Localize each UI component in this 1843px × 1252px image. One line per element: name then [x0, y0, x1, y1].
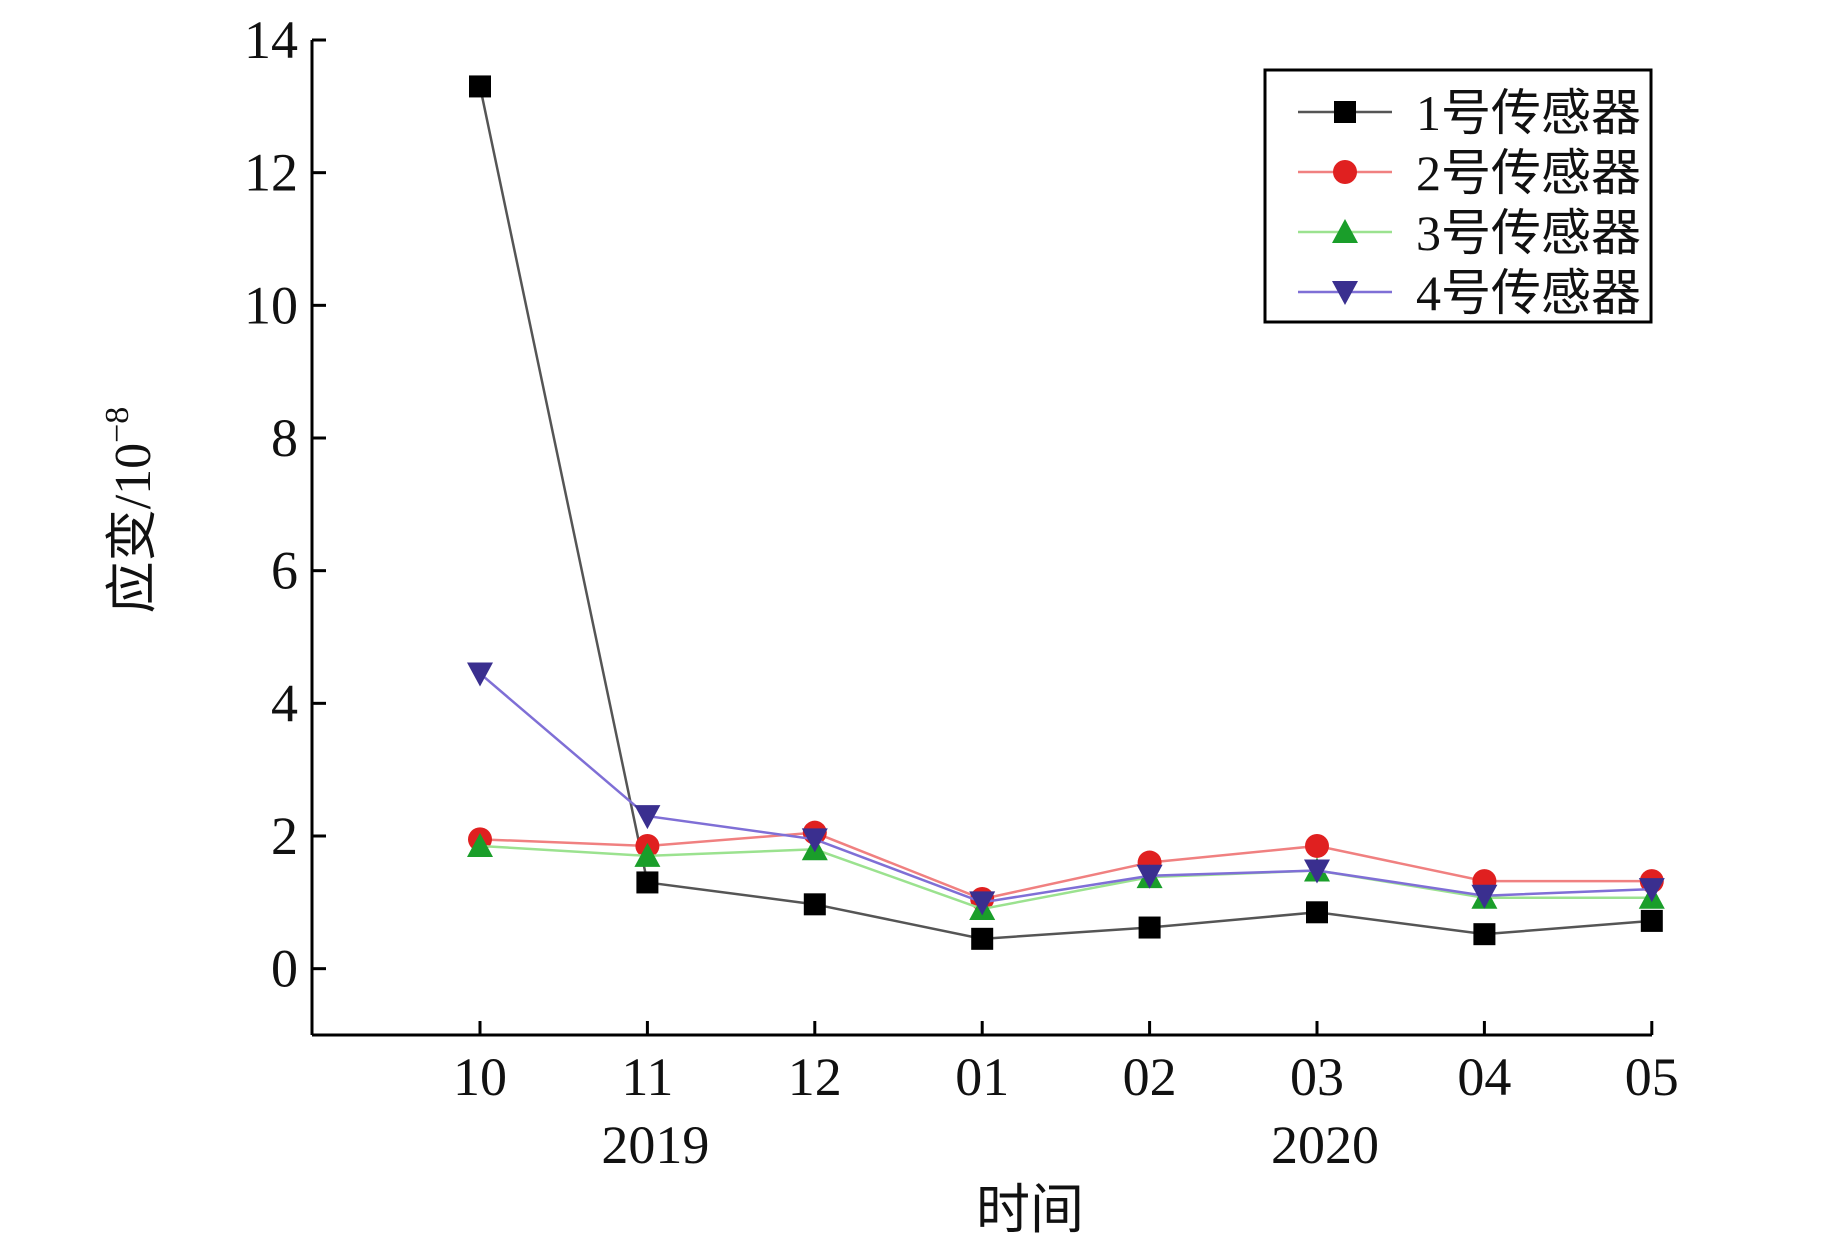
y-tick-label: 2: [271, 806, 298, 866]
x-tick-label: 12: [788, 1047, 842, 1107]
y-axis-title-exponent: −8: [99, 407, 136, 443]
data-point: [1473, 923, 1496, 946]
data-point: [1471, 884, 1498, 909]
x-year-label: 2019: [601, 1115, 709, 1175]
series-1: [469, 75, 1663, 950]
x-tick-label: 05: [1625, 1047, 1679, 1107]
data-point: [1304, 859, 1330, 884]
legend-label: 1号传感器: [1416, 85, 1641, 141]
legend-entry: 1号传感器: [1298, 85, 1641, 141]
y-tick-label: 12: [244, 143, 298, 203]
x-tick-label: 03: [1290, 1047, 1344, 1107]
y-tick-label: 10: [244, 275, 298, 335]
x-axis-title: 时间: [976, 1180, 1084, 1240]
data-point: [1136, 864, 1163, 889]
data-point: [1306, 901, 1328, 924]
legend-label: 4号传感器: [1416, 265, 1641, 321]
y-tick-label: 4: [271, 673, 298, 733]
legend-entry: 4号传感器: [1298, 265, 1641, 321]
x-tick-label: 04: [1457, 1047, 1511, 1107]
series-layer: [467, 75, 1665, 950]
data-point: [971, 927, 994, 950]
data-point: [1640, 909, 1663, 932]
series-4: [467, 662, 1665, 916]
data-point: [1638, 878, 1665, 903]
x-year-label: 2020: [1271, 1115, 1379, 1175]
x-tick-label: 01: [955, 1047, 1009, 1107]
legend-marker: [1332, 281, 1358, 305]
y-tick-label: 14: [244, 10, 298, 70]
legend-entry: 3号传感器: [1298, 205, 1641, 261]
x-tick-label: 11: [621, 1047, 673, 1107]
legend-marker: [1333, 160, 1357, 184]
y-axis-title: 应变/10−8: [99, 407, 162, 614]
legend-label: 2号传感器: [1416, 145, 1641, 201]
data-point: [1138, 916, 1161, 939]
series-line: [479, 672, 1652, 904]
legend-entry: 2号传感器: [1298, 145, 1641, 201]
data-point: [634, 805, 661, 830]
data-point: [467, 832, 493, 857]
data-point: [469, 75, 491, 98]
series-line: [479, 844, 1652, 911]
data-point: [969, 891, 996, 916]
data-point: [803, 893, 826, 916]
y-tick-label: 8: [271, 408, 298, 468]
x-tick-label: 02: [1123, 1047, 1177, 1107]
data-point: [467, 662, 493, 687]
y-tick-label: 6: [271, 541, 298, 601]
data-point: [634, 842, 661, 867]
data-point: [801, 828, 828, 853]
data-point: [1305, 833, 1329, 858]
x-axis-ticks: 10 11 12 01 02 03 04 05 2019 2020: [453, 1021, 1679, 1175]
x-tick-label: 10: [453, 1047, 507, 1107]
legend-label: 3号传感器: [1416, 205, 1641, 261]
data-point: [636, 871, 659, 894]
series-line: [478, 86, 1652, 941]
legend-marker: [1334, 101, 1356, 123]
y-tick-label: 0: [271, 939, 298, 999]
legend-marker: [1332, 219, 1358, 243]
series-line: [479, 831, 1652, 901]
y-axis-title-main: 应变/10: [105, 443, 162, 613]
y-axis-ticks: 0 2 4 6 8 10 12 14: [244, 10, 326, 999]
